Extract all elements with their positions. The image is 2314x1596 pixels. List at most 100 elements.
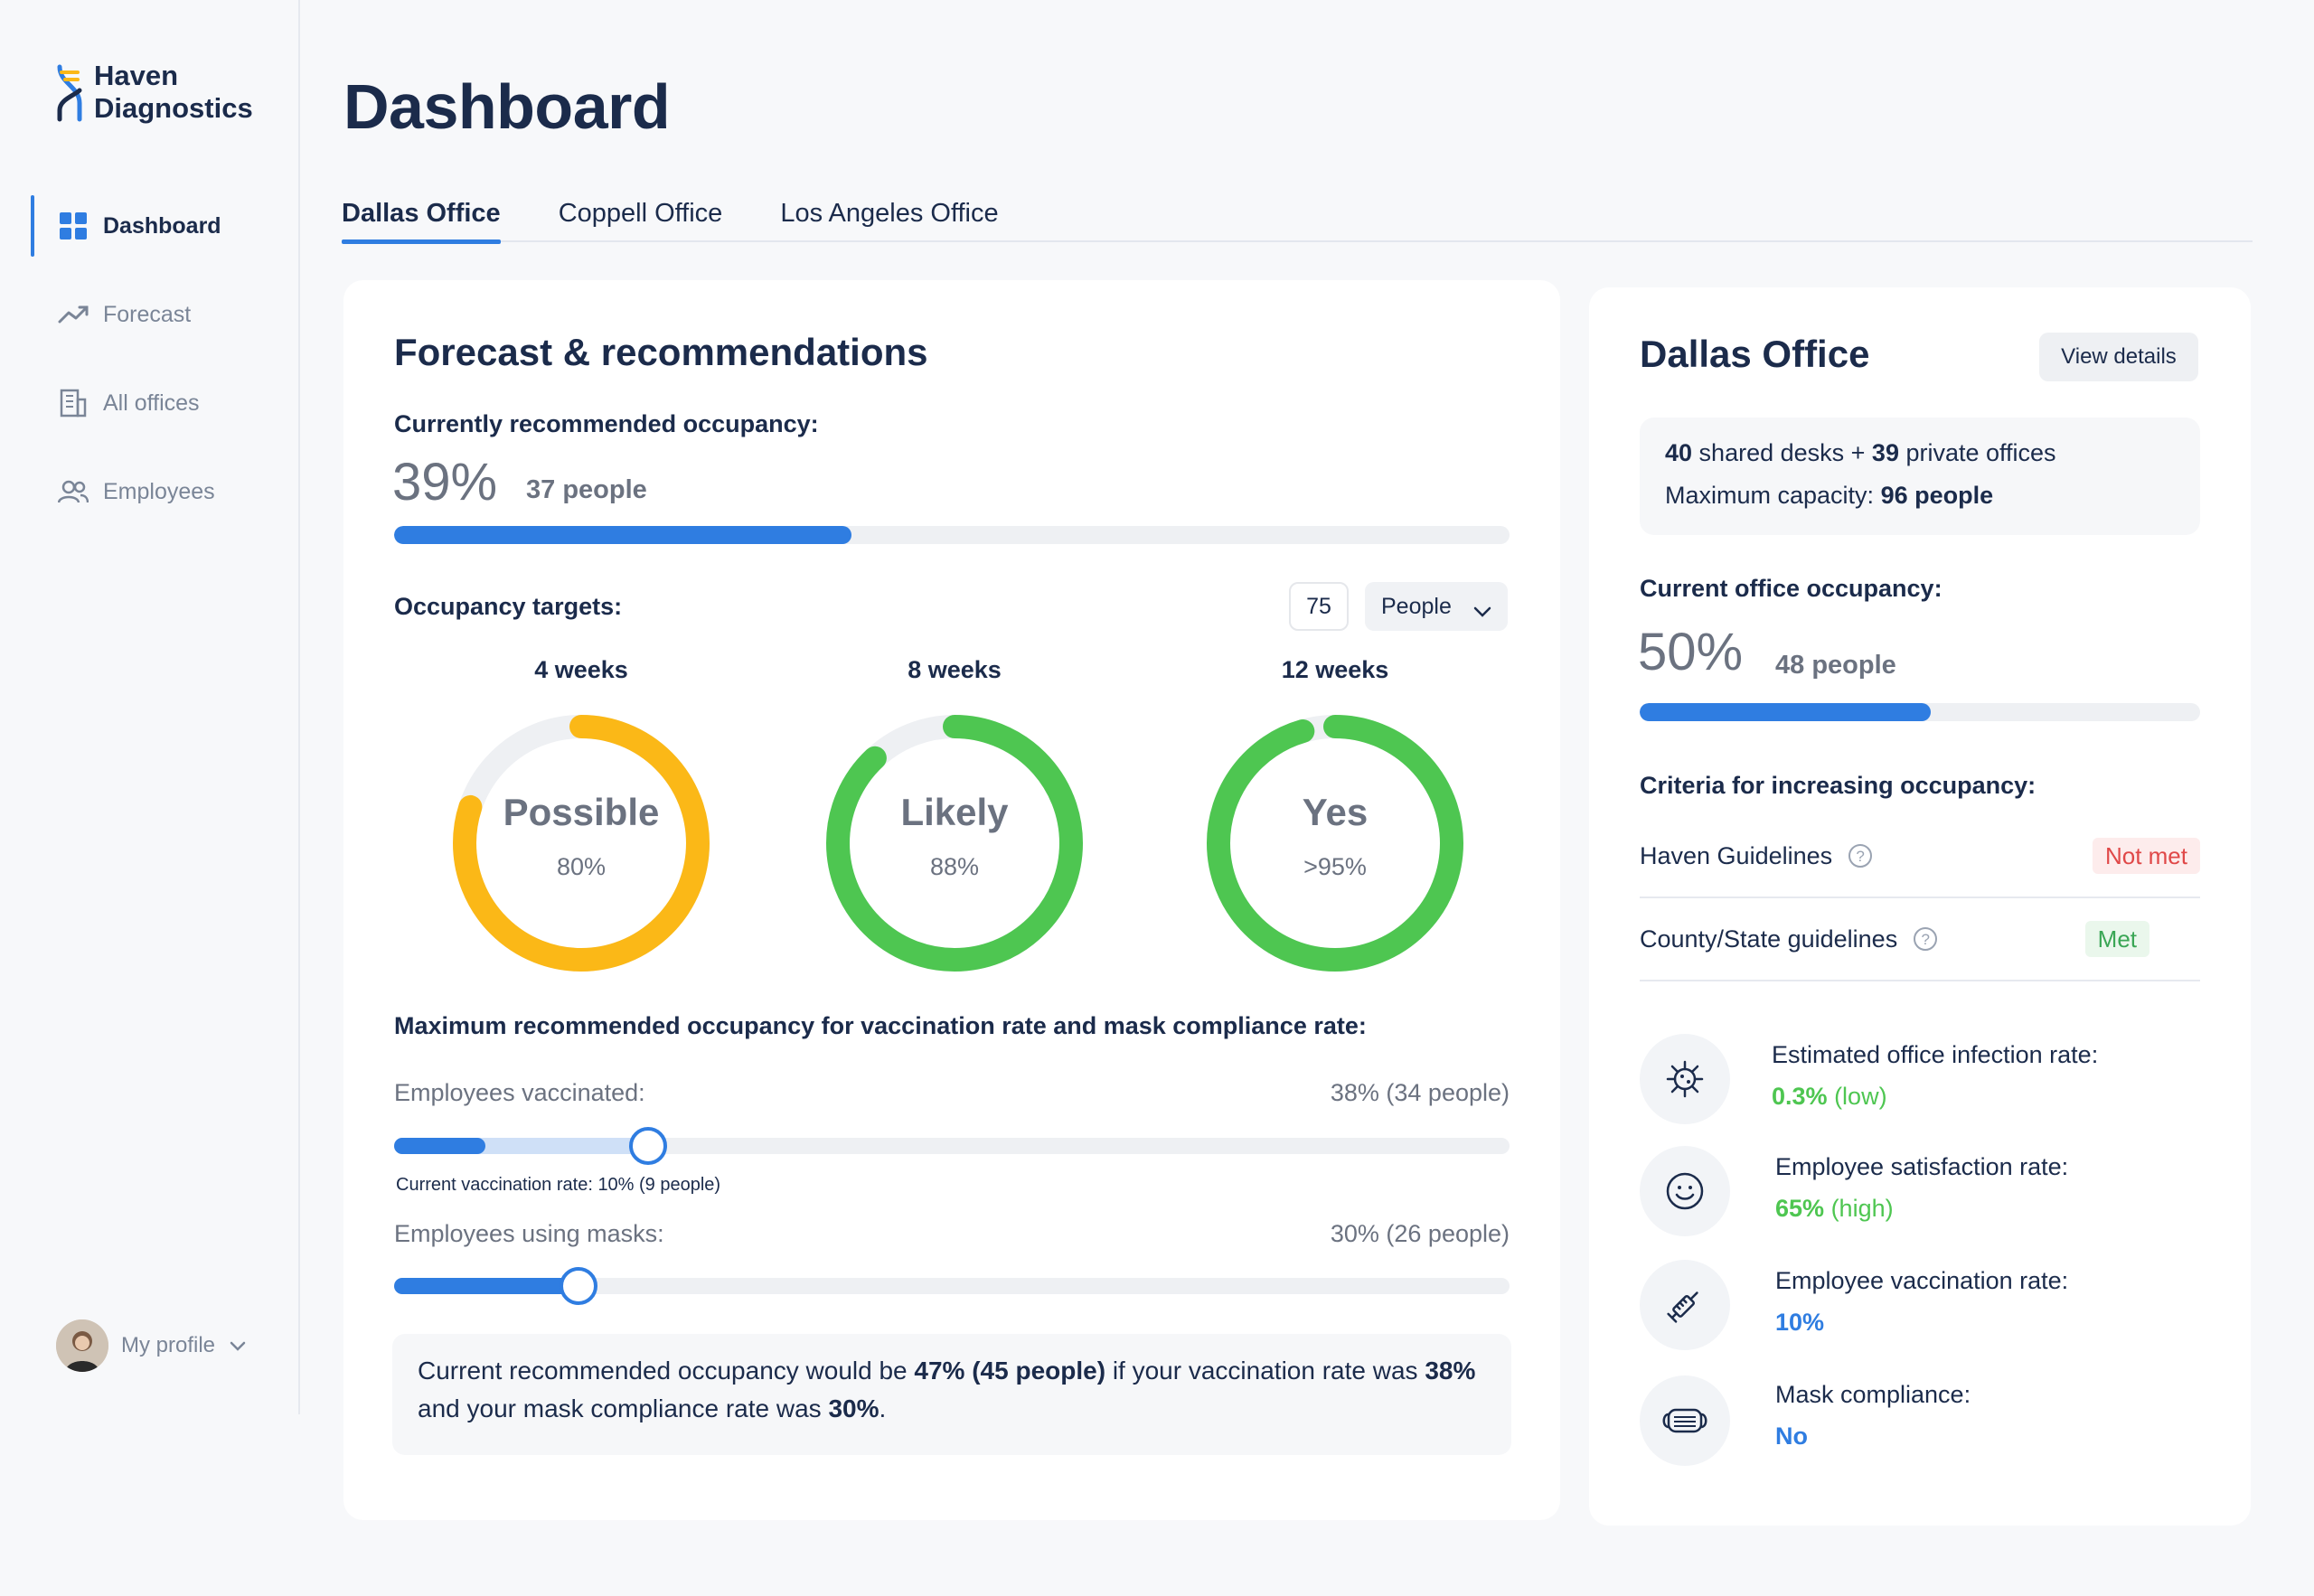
criteria-name: Haven Guidelines — [1640, 841, 1833, 869]
vaccinated-label: Employees vaccinated: — [394, 1079, 645, 1106]
donut-status-label: Possible — [503, 791, 660, 833]
unit-select-value: People — [1381, 593, 1452, 619]
shared-desks-count: 40 — [1665, 439, 1693, 466]
current-occupancy-people: 48 people — [1775, 651, 1896, 680]
criteria-label: Criteria for increasing occupancy: — [1640, 772, 2037, 799]
stat-value: 0.3% (low) — [1772, 1083, 1887, 1111]
sidebar-item-all-offices[interactable]: All offices — [31, 371, 298, 436]
view-details-button[interactable]: View details — [2039, 333, 2198, 381]
criteria-row: County/State guidelines ? Met — [1640, 898, 2200, 981]
chevron-down-icon — [230, 1333, 246, 1358]
tab-dallas-office[interactable]: Dallas Office — [342, 190, 501, 244]
stat-title: Mask compliance: — [1775, 1381, 1971, 1408]
help-icon[interactable]: ? — [1914, 927, 1938, 951]
criteria-row: Haven Guidelines ? Not met — [1640, 815, 2200, 898]
office-capacity-line: Maximum capacity: 96 people — [1665, 474, 2175, 517]
note-masks: 30% — [828, 1394, 880, 1422]
brand-logo[interactable]: Haven Diagnostics — [54, 60, 253, 125]
criteria-status-badge: Not met — [2092, 838, 2200, 874]
smiley-icon — [1640, 1146, 1730, 1236]
vaccination-note: Current vaccination rate: 10% (9 people) — [396, 1175, 721, 1195]
sidebar-item-label: Dashboard — [103, 212, 221, 239]
virus-icon — [1640, 1034, 1730, 1124]
avatar — [56, 1319, 108, 1372]
donut-arc — [453, 715, 710, 972]
masks-label: Employees using masks: — [394, 1220, 664, 1247]
donut-weeks-label: 12 weeks — [1281, 656, 1389, 683]
capacity-value: 96 people — [1880, 482, 1994, 509]
stat-number: 0.3% — [1772, 1083, 1828, 1110]
stat-title: Estimated office infection rate: — [1772, 1041, 2099, 1068]
donut-status-label: Yes — [1302, 791, 1369, 833]
tab-los-angeles-office[interactable]: Los Angeles Office — [780, 199, 999, 228]
donut-arc — [826, 715, 1083, 972]
recommended-occupancy-label: Currently recommended occupancy: — [394, 410, 819, 437]
donut-chart — [1207, 715, 1463, 972]
page-title: Dashboard — [343, 71, 671, 142]
trend-icon — [58, 299, 89, 330]
recommended-occupancy-pct: 39% — [392, 453, 498, 512]
current-occupancy-pct: 50% — [1638, 623, 1744, 681]
vaccination-current-fill — [394, 1138, 486, 1154]
donut-status-label: Likely — [900, 791, 1009, 833]
masks-slider-track[interactable] — [394, 1278, 1510, 1294]
note-text: . — [879, 1394, 887, 1422]
help-icon[interactable]: ? — [1848, 844, 1873, 868]
stat-value: 10% — [1775, 1309, 1824, 1337]
shared-desks-label: shared desks + — [1692, 439, 1872, 466]
brand-line1: Haven — [94, 60, 179, 91]
brand-line2: Diagnostics — [94, 92, 253, 124]
donut-pct-label: 80% — [556, 853, 607, 880]
forecast-title: Forecast & recommendations — [394, 331, 928, 373]
target-value-input[interactable]: 75 — [1289, 582, 1349, 631]
sidebar-item-label: Forecast — [103, 301, 192, 327]
syringe-icon — [1640, 1260, 1730, 1350]
stat-value: 65% (high) — [1775, 1195, 1894, 1223]
masks-fill — [394, 1278, 578, 1294]
sidebar-item-label: All offices — [103, 390, 200, 416]
stat-number: 10% — [1775, 1309, 1825, 1336]
chevron-down-icon — [1473, 598, 1491, 624]
vaccination-slider-track[interactable] — [394, 1138, 1510, 1154]
current-occupancy-fill — [1640, 703, 1932, 721]
donut-chart — [826, 715, 1083, 972]
tab-coppell-office[interactable]: Coppell Office — [558, 199, 723, 228]
sidebar-nav: Dashboard Forecast All offices Employees — [31, 193, 298, 548]
profile-menu[interactable]: My profile — [56, 1319, 246, 1372]
private-offices-label: private offices — [1898, 439, 2056, 466]
masks-value: 30% (26 people) — [1330, 1220, 1510, 1247]
donut-weeks-label: 8 weeks — [908, 656, 1002, 683]
sidebar-item-dashboard[interactable]: Dashboard — [31, 193, 298, 258]
office-tabs: Dallas Office Coppell Office Los Angeles… — [342, 190, 2253, 244]
office-title: Dallas Office — [1640, 333, 1870, 375]
office-card: Dallas Office View details 40 shared des… — [1589, 287, 2251, 1526]
sidebar-item-employees[interactable]: Employees — [31, 459, 298, 524]
donut-pct-label: 88% — [929, 853, 980, 880]
unit-select[interactable]: People — [1365, 582, 1508, 631]
stat-title: Employee vaccination rate: — [1775, 1267, 2069, 1294]
sidebar-item-forecast[interactable]: Forecast — [31, 282, 298, 347]
forecast-card: Forecast & recommendations Currently rec… — [343, 280, 1560, 1520]
donut-chart — [453, 715, 710, 972]
stat-number: No — [1775, 1422, 1808, 1450]
profile-label: My profile — [121, 1333, 216, 1357]
masks-slider-handle[interactable] — [559, 1267, 597, 1305]
logo-icon — [57, 64, 82, 122]
stat-qualifier: (high) — [1830, 1195, 1894, 1222]
office-capacity-box: 40 shared desks + 39 private offices Max… — [1640, 418, 2200, 535]
note-occupancy: 47% (45 people) — [914, 1357, 1106, 1385]
note-text: and your mask compliance rate was — [418, 1394, 829, 1422]
grid-icon — [58, 211, 89, 241]
stat-number: 65% — [1775, 1195, 1825, 1222]
vaccination-slider-handle[interactable] — [629, 1127, 668, 1165]
note-vaccination: 38% — [1425, 1357, 1476, 1385]
recommended-occupancy-bar — [394, 526, 1510, 544]
current-occupancy-label: Current office occupancy: — [1640, 575, 1942, 602]
stat-value: No — [1775, 1422, 1808, 1450]
criteria-status-badge: Met — [2084, 921, 2149, 957]
people-icon — [58, 476, 89, 507]
donut-pct-label: >95% — [1303, 853, 1367, 880]
building-icon — [58, 388, 89, 418]
donut-weeks-label: 4 weeks — [534, 656, 628, 683]
recommended-occupancy-fill — [394, 526, 851, 544]
